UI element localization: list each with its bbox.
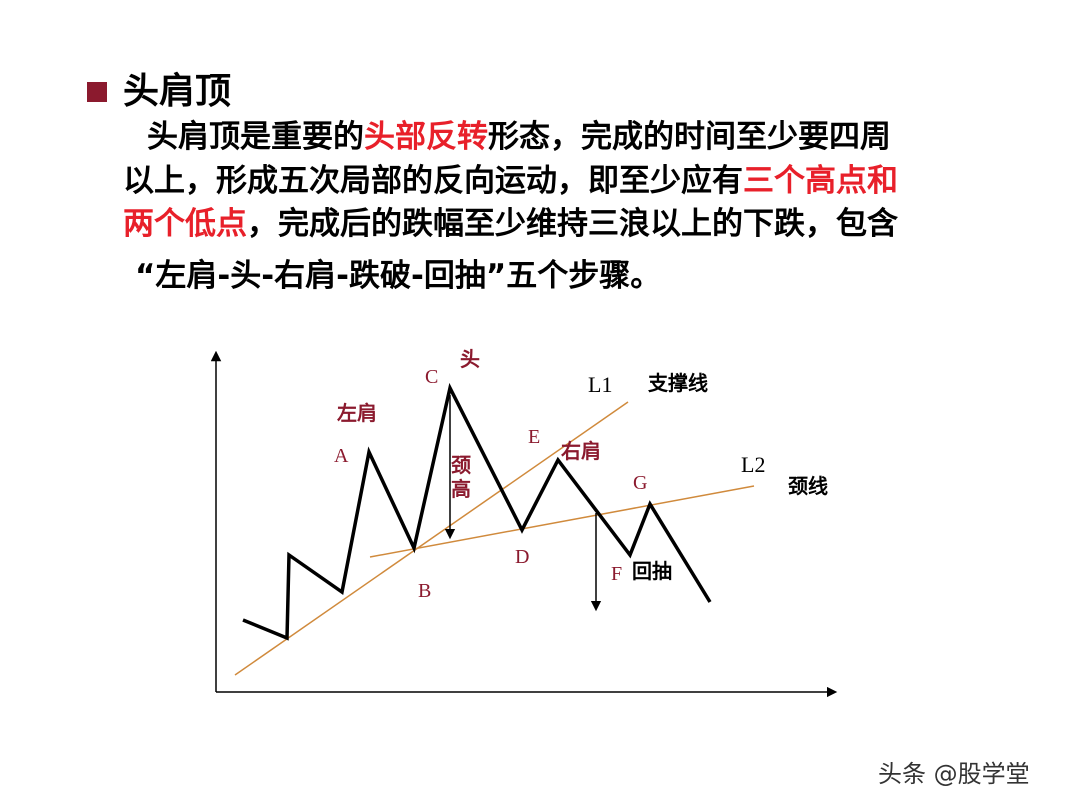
point-label-f: F xyxy=(611,563,622,585)
head-label: 头 xyxy=(460,347,480,371)
point-label-g: G xyxy=(633,472,647,494)
point-label-c: C xyxy=(425,366,438,388)
paragraph-line-4: “左肩-头-右肩-跌破-回抽”五个步骤。 xyxy=(135,257,662,294)
paragraph-line-3: 两个低点，完成后的跌幅至少维持三浪以上的下跌，包含 xyxy=(123,203,1033,247)
paragraph-line-1: 头肩顶是重要的头部反转形态，完成的时间至少要四周 xyxy=(123,116,1033,160)
support-line-l1 xyxy=(234,401,629,676)
slide-title: 头肩顶 xyxy=(123,71,232,112)
point-label-a: A xyxy=(334,445,349,467)
paragraph-text: 形态，完成的时间至少要四周 xyxy=(488,119,891,155)
neckline-label: 颈线 xyxy=(788,474,828,498)
pullback-label: 回抽 xyxy=(632,559,672,583)
watermark: 头条 @股学堂 xyxy=(878,760,1030,788)
paragraph-text: ，完成后的跌幅至少维持三浪以上的下跌，包含 xyxy=(247,206,898,242)
paragraph-text: 头肩顶是重要的 xyxy=(147,119,364,155)
highlight-text: 三个高点和 xyxy=(743,162,898,199)
point-label-e: E xyxy=(528,426,540,448)
highlight-text: 两个低点 xyxy=(123,206,247,242)
neckline-l2 xyxy=(369,485,755,558)
neck-height-label: 颈高 xyxy=(451,453,471,501)
paragraph-text: 以上，形成五次局部的反向运动，即至少应有 xyxy=(123,162,743,199)
highlight-text: 头部反转 xyxy=(364,119,488,155)
description-paragraph: 头肩顶是重要的头部反转形态，完成的时间至少要四周 以上，形成五次局部的反向运动，… xyxy=(123,116,1033,298)
bullet-square-icon xyxy=(87,82,107,102)
support-line-label: 支撑线 xyxy=(648,371,708,395)
line-label-l1: L1 xyxy=(588,372,612,397)
right-shoulder-label: 右肩 xyxy=(561,439,601,463)
price-path xyxy=(242,382,712,641)
paragraph-line-2: 以上，形成五次局部的反向运动，即至少应有三个高点和 xyxy=(123,160,1033,204)
left-shoulder-label: 左肩 xyxy=(337,401,377,425)
point-label-d: D xyxy=(515,546,529,568)
line-label-l2: L2 xyxy=(741,452,765,477)
point-label-b: B xyxy=(418,580,431,602)
